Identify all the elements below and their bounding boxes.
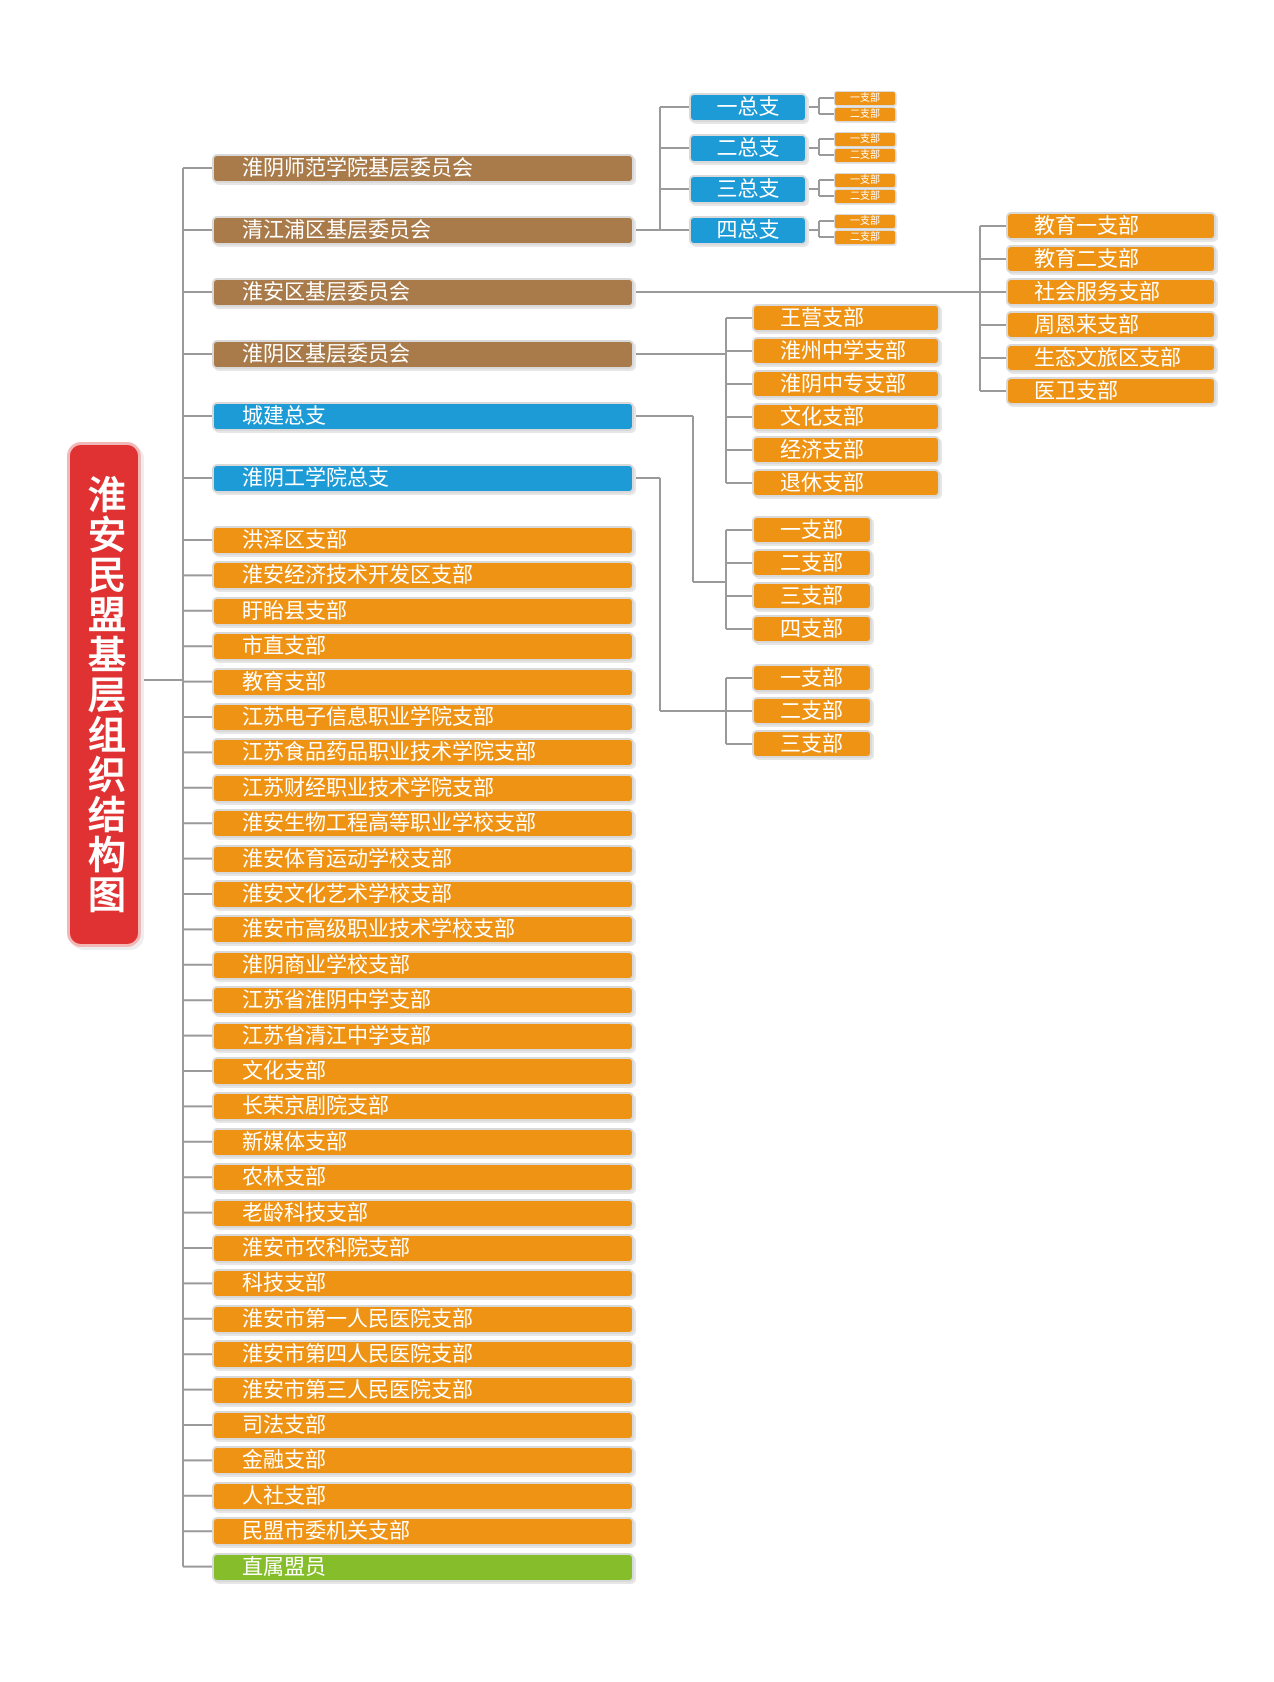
huaian-district-branch-node: 教育二支部 [1006,245,1216,273]
huaian-district-branch-node: 生态文旅区支部 [1006,344,1216,372]
branch-node: 金融支部 [212,1446,634,1476]
huaiyin-district-branch-node: 淮阴中专支部 [752,370,940,398]
branch-node: 洪泽区支部 [212,526,634,555]
committee-node: 淮阴师范学院基层委员会 [212,154,634,183]
branch-node: 淮安市第三人民医院支部 [212,1375,634,1405]
branch-node: 文化支部 [212,1057,634,1086]
hyit-branch-node: 一支部 [752,664,872,692]
sub-branch-node: 二支部 [834,107,896,122]
chengjian-branch-node: 四支部 [752,615,872,643]
branch-node: 江苏电子信息职业学院支部 [212,703,634,732]
general-branch-node: 城建总支 [212,402,634,431]
branch-node: 司法支部 [212,1411,634,1440]
qingjiangpu-general-branch-node: 四总支 [689,216,807,245]
huaiyin-district-branch-node: 文化支部 [752,403,940,431]
branch-node: 淮安市农科院支部 [212,1234,634,1263]
sub-branch-node: 一支部 [834,91,896,106]
branch-node: 人社支部 [212,1481,634,1511]
branch-node: 盱眙县支部 [212,596,634,626]
huaiyin-district-branch-node: 王营支部 [752,304,940,332]
sub-branch-node: 一支部 [834,214,896,229]
branch-node: 农林支部 [212,1163,634,1193]
sub-branch-node: 二支部 [834,189,896,204]
branch-node: 江苏省淮阴中学支部 [212,986,634,1016]
branch-node: 新媒体支部 [212,1127,634,1157]
branch-node: 江苏省清江中学支部 [212,1021,634,1051]
general-branch-node: 淮阴工学院总支 [212,464,634,493]
direct-members-node: 直属盟员 [212,1552,634,1582]
huaian-district-branch-node: 医卫支部 [1006,377,1216,405]
huaiyin-district-branch-node: 经济支部 [752,436,940,464]
committee-node: 淮安区基层委员会 [212,278,634,307]
branch-node: 江苏食品药品职业技术学院支部 [212,738,634,768]
branch-node: 淮安市第四人民医院支部 [212,1340,634,1370]
chengjian-branch-node: 三支部 [752,582,872,610]
branch-node: 市直支部 [212,632,634,662]
qingjiangpu-general-branch-node: 二总支 [689,134,807,163]
branch-node: 民盟市委机关支部 [212,1517,634,1547]
huaiyin-district-branch-node: 退休支部 [752,469,940,497]
huaiyin-district-branch-node: 淮州中学支部 [752,337,940,365]
sub-branch-node: 一支部 [834,132,896,147]
sub-branch-node: 二支部 [834,230,896,245]
branch-node: 淮安体育运动学校支部 [212,844,634,874]
branch-node: 科技支部 [212,1269,634,1299]
branch-node: 淮阴商业学校支部 [212,950,634,980]
sub-branch-node: 二支部 [834,148,896,163]
committee-node: 淮阴区基层委员会 [212,340,634,369]
branch-node: 教育支部 [212,667,634,697]
branch-node: 淮安市第一人民医院支部 [212,1304,634,1334]
sub-branch-node: 一支部 [834,173,896,188]
huaian-district-branch-node: 社会服务支部 [1006,278,1216,306]
branch-node: 淮安生物工程高等职业学校支部 [212,809,634,839]
qingjiangpu-general-branch-node: 三总支 [689,175,807,204]
branch-node: 老龄科技支部 [212,1198,634,1228]
committee-node: 清江浦区基层委员会 [212,216,634,245]
huaian-district-branch-node: 周恩来支部 [1006,311,1216,339]
branch-node: 淮安经济技术开发区支部 [212,561,634,591]
qingjiangpu-general-branch-node: 一总支 [689,93,807,122]
branch-node: 江苏财经职业技术学院支部 [212,773,634,803]
branch-node: 长荣京剧院支部 [212,1092,634,1122]
hyit-branch-node: 二支部 [752,697,872,725]
branch-node: 淮安文化艺术学校支部 [212,880,634,909]
branch-node: 淮安市高级职业技术学校支部 [212,915,634,945]
hyit-branch-node: 三支部 [752,730,872,758]
chengjian-branch-node: 一支部 [752,516,872,544]
chart-title: 淮安民盟基层组织结构图 [67,442,141,947]
chengjian-branch-node: 二支部 [752,549,872,577]
huaian-district-branch-node: 教育一支部 [1006,212,1216,240]
